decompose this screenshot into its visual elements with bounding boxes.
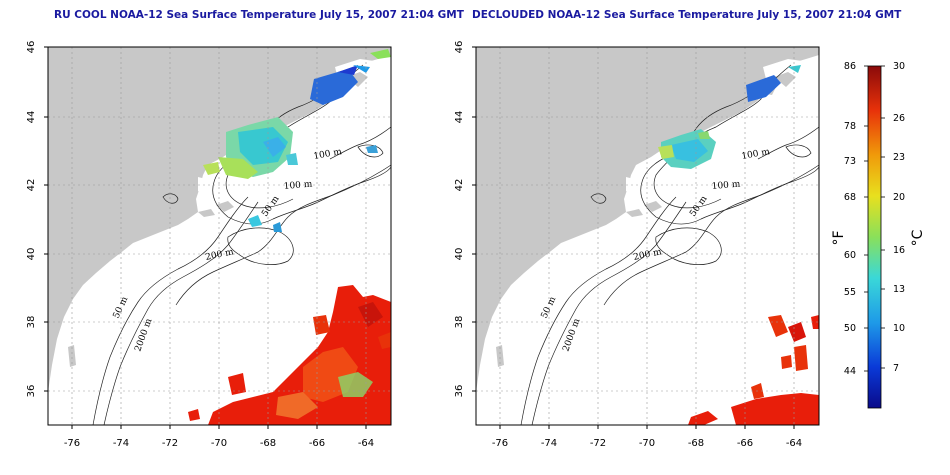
- lon-tick-label: -76: [492, 438, 508, 449]
- lon-tick-label: -76: [64, 438, 80, 449]
- graticule: [48, 47, 391, 425]
- fahrenheit-tick-label: 73: [844, 156, 856, 167]
- lat-tick-label: 42: [26, 179, 37, 192]
- lon-tick-label: -72: [590, 438, 606, 449]
- sst-pixels-cool: [658, 65, 801, 169]
- fahrenheit-tick-label: 68: [844, 192, 856, 203]
- celsius-tick-label: 10: [893, 323, 905, 334]
- graticule: [476, 47, 819, 425]
- lon-tick-label: -70: [639, 438, 655, 449]
- map-panel-left: 100 m 100 m 50 m 200 m 50 m 2000 m: [47, 46, 392, 426]
- lon-tick-label: -68: [688, 438, 704, 449]
- lat-tick-label: 36: [454, 385, 465, 398]
- lon-tick-label: -64: [358, 438, 374, 449]
- fahrenheit-tick-label: 60: [844, 250, 856, 261]
- lat-tick-label: 38: [454, 316, 465, 329]
- fahrenheit-tick-label: 44: [844, 366, 856, 377]
- axis-left: -76 -74 -72 -70 -68 -66 -64 46 44 42 40 …: [26, 41, 374, 449]
- contour-label: 100 m: [741, 147, 771, 162]
- lon-tick-label: -70: [211, 438, 227, 449]
- celsius-tick-label: 30: [893, 61, 905, 72]
- map-title-right: DECLOUDED NOAA-12 Sea Surface Temperatur…: [472, 9, 902, 21]
- lon-tick-label: -66: [309, 438, 325, 449]
- contour-label: 100 m: [711, 179, 741, 191]
- fahrenheit-tick-label: 78: [844, 121, 856, 132]
- celsius-tick-label: 23: [893, 152, 905, 163]
- fahrenheit-tick-label: 50: [844, 323, 856, 334]
- celsius-tick-label: 26: [893, 113, 905, 124]
- sst-pixels-warm: [688, 315, 819, 425]
- lon-tick-label: -74: [113, 438, 129, 449]
- lat-tick-label: 46: [26, 41, 37, 54]
- lon-tick-label: -64: [786, 438, 802, 449]
- lat-tick-label: 40: [454, 248, 465, 261]
- celsius-tick-label: 13: [893, 284, 905, 295]
- fahrenheit-unit-label: °F: [831, 230, 847, 245]
- lat-tick-label: 38: [26, 316, 37, 329]
- fahrenheit-tick-label: 86: [844, 61, 856, 72]
- celsius-unit-label: °C: [910, 229, 926, 246]
- lat-tick-label: 44: [26, 111, 37, 124]
- lat-tick-label: 44: [454, 111, 465, 124]
- lon-tick-label: -66: [737, 438, 753, 449]
- map-panel-right: 100 m 100 m 50 m 200 m 50 m 2000 m: [475, 46, 820, 426]
- fahrenheit-tick-label: 55: [844, 287, 856, 298]
- lat-tick-label: 36: [26, 385, 37, 398]
- map-title-left: RU COOL NOAA-12 Sea Surface Temperature …: [54, 9, 464, 21]
- lat-tick-label: 40: [26, 248, 37, 261]
- lat-tick-label: 46: [454, 41, 465, 54]
- lon-tick-label: -74: [541, 438, 557, 449]
- celsius-tick-label: 16: [893, 245, 905, 256]
- sst-pixels-warm: [188, 285, 391, 425]
- colorbar-gradient: [867, 65, 882, 409]
- celsius-tick-label: 20: [893, 192, 905, 203]
- celsius-tick-label: 7: [893, 363, 899, 374]
- lat-tick-label: 42: [454, 179, 465, 192]
- lon-tick-label: -72: [162, 438, 178, 449]
- lon-tick-label: -68: [260, 438, 276, 449]
- axis-right: -76 -74 -72 -70 -68 -66 -64 46 44 42 40 …: [454, 41, 802, 449]
- contour-label: 100 m: [313, 147, 343, 162]
- colorbar: 86 78 73 68 60 55 50 44 30 26 23 20 16 1…: [831, 61, 926, 409]
- contour-label: 100 m: [283, 179, 313, 191]
